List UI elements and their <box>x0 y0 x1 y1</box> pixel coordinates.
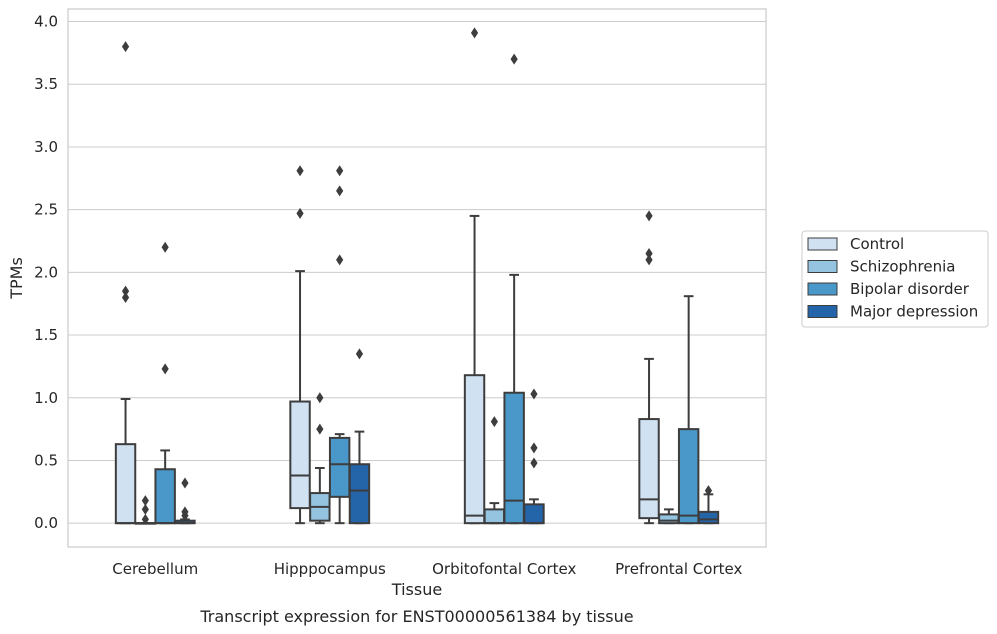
y-tick-label: 1.5 <box>34 326 58 344</box>
outlier-point <box>490 416 498 428</box>
legend-label: Schizophrenia <box>850 258 955 276</box>
outlier-point <box>181 477 189 489</box>
legend-frame <box>801 230 989 328</box>
outlier-point <box>336 185 344 197</box>
y-tick-label: 2.5 <box>34 201 58 219</box>
x-tick-label: Orbitofontal Cortex <box>432 560 576 578</box>
box-iqr <box>483 508 506 525</box>
outlier-point <box>316 392 324 404</box>
box-0-0 <box>114 41 137 525</box>
y-tick-label: 3.5 <box>34 75 58 93</box>
legend-swatch <box>807 237 838 251</box>
outlier-point <box>355 348 364 360</box>
box-3-0 <box>638 210 660 525</box>
outlier-point <box>121 41 130 53</box>
outlier-point <box>296 165 304 177</box>
box-3-3 <box>697 485 720 525</box>
outlier-point <box>121 285 130 297</box>
y-tick-label: 4.0 <box>34 13 58 31</box>
outlier-point <box>645 248 653 260</box>
outlier-point <box>470 27 479 39</box>
x-tick-label: Hipppocampus <box>274 560 386 578</box>
box-2-1 <box>483 416 506 525</box>
box-0-3 <box>174 477 196 525</box>
legend-swatch <box>807 282 838 296</box>
y-tick-label: 0.5 <box>34 451 58 469</box>
legend-label: Major depression <box>850 303 978 321</box>
box-iqr <box>503 391 525 525</box>
y-tick-label: 1.0 <box>34 389 58 407</box>
box-iqr <box>348 463 371 525</box>
outlier-point <box>645 254 653 266</box>
x-axis-ticks: Cerebellum Hipppocampus Orbitofontal Corte… <box>112 560 742 578</box>
outlier-point <box>121 291 130 303</box>
outlier-point <box>510 53 518 65</box>
legend-label: Control <box>850 235 904 253</box>
box-plots <box>114 27 720 525</box>
outlier-point <box>530 388 538 400</box>
outlier-point <box>645 210 653 222</box>
y-tick-label: 2.0 <box>34 263 58 281</box>
outlier-point <box>530 442 538 454</box>
box-2-0 <box>463 27 486 525</box>
y-tick-label: 0.0 <box>34 514 58 532</box>
outlier-point <box>336 254 344 266</box>
x-axis-label: Tissue <box>391 580 442 599</box>
box-1-0 <box>289 165 311 525</box>
outlier-point <box>141 503 149 515</box>
outlier-point <box>161 241 169 253</box>
legend-label: Bipolar disorder <box>850 280 970 298</box>
box-1-1 <box>309 392 331 525</box>
outlier-point <box>181 506 189 518</box>
box-iqr <box>289 400 311 510</box>
y-axis-ticks: 0.0 0.5 1.0 1.5 2.0 2.5 3.0 3.5 4.0 <box>34 13 58 533</box>
box-3-2 <box>677 295 700 525</box>
outlier-point <box>141 513 149 525</box>
chart-caption: Transcript expression for ENST0000056138… <box>199 607 633 626</box>
box-2-3 <box>523 388 545 525</box>
box-1-3 <box>348 348 371 525</box>
legend-swatch <box>807 260 838 273</box>
outlier-point <box>141 495 149 507</box>
box-iqr <box>328 436 351 498</box>
legend: Control Schizophrenia Bipolar disorder Majo… <box>801 230 989 328</box>
box-iqr <box>523 503 545 525</box>
box-iqr <box>154 468 176 525</box>
box-0-2 <box>154 241 176 525</box>
outlier-point <box>336 165 344 177</box>
box-iqr <box>114 443 137 525</box>
box-iqr <box>463 374 486 525</box>
x-tick-label: Prefrontal Cortex <box>615 560 742 578</box>
plot-frame <box>67 8 767 548</box>
outlier-point <box>530 457 538 469</box>
box-1-2 <box>328 165 351 525</box>
box-iqr <box>658 513 680 525</box>
x-tick-label: Cerebellum <box>112 560 198 578</box>
box-iqr <box>677 428 700 525</box>
legend-swatch <box>807 305 838 318</box>
box-iqr <box>638 418 660 520</box>
outlier-point <box>704 485 713 497</box>
y-tick-label: 3.0 <box>34 138 58 156</box>
box-2-2 <box>503 53 525 525</box>
box-3-1 <box>658 508 680 525</box>
outlier-point <box>316 423 324 435</box>
y-axis-label: TPMs <box>7 257 26 300</box>
box-iqr <box>697 510 720 525</box>
outlier-point <box>296 207 304 219</box>
outlier-point <box>161 363 169 375</box>
grid <box>68 21 766 524</box>
box-0-1 <box>134 495 157 525</box>
